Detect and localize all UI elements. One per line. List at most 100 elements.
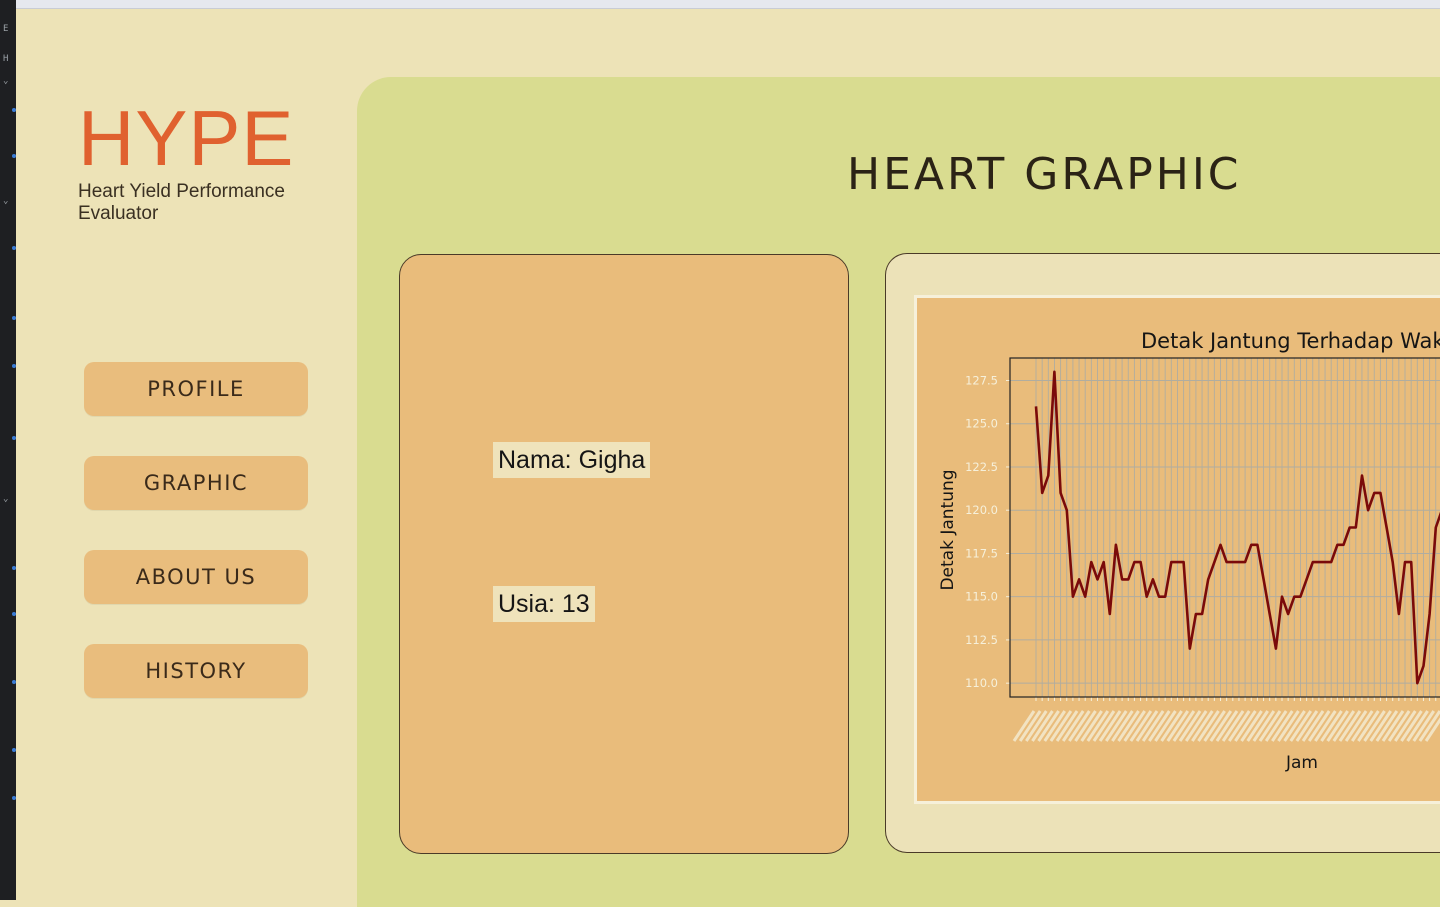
x-tick-label bbox=[1252, 710, 1276, 742]
x-tick-label bbox=[1375, 710, 1399, 742]
x-tick-label bbox=[1123, 710, 1146, 742]
chevron-down-icon: ⌄ bbox=[3, 494, 9, 504]
x-tick-label bbox=[1240, 710, 1263, 742]
x-tick-label bbox=[1031, 710, 1054, 742]
x-tick-label bbox=[1172, 710, 1196, 742]
breakpoint-dot bbox=[12, 680, 16, 684]
editor-side-strip: E H ⌄ ⌄ ⌄ bbox=[0, 0, 16, 900]
breakpoint-dot bbox=[12, 748, 16, 752]
x-tick-label bbox=[1141, 710, 1165, 742]
x-tick-label bbox=[1068, 710, 1091, 742]
x-tick-label bbox=[1129, 710, 1153, 742]
x-tick-label bbox=[1049, 710, 1073, 742]
window-top-bar bbox=[16, 0, 1440, 9]
x-tick-label bbox=[1301, 710, 1325, 742]
x-tick-label bbox=[1400, 710, 1423, 742]
x-tick-label bbox=[1117, 710, 1140, 742]
breakpoint-dot bbox=[12, 364, 16, 368]
app-window: HYPE Heart Yield Performance Evaluator P… bbox=[16, 9, 1440, 907]
x-tick-label bbox=[1369, 710, 1392, 742]
x-tick-label bbox=[1055, 710, 1079, 742]
profile-button[interactable]: PROFILE bbox=[84, 362, 308, 416]
x-tick-label bbox=[1209, 710, 1233, 742]
y-tick-label: 122.5 bbox=[965, 460, 998, 474]
x-tick-label bbox=[1363, 710, 1386, 742]
y-tick-label: 120.0 bbox=[965, 503, 998, 517]
x-tick-label bbox=[1307, 710, 1331, 742]
x-tick-label bbox=[1277, 710, 1300, 742]
x-tick-label bbox=[1258, 710, 1282, 742]
y-tick-label: 110.0 bbox=[965, 676, 998, 690]
y-tick-label: 117.5 bbox=[965, 546, 998, 560]
x-tick-label bbox=[1037, 710, 1060, 742]
x-tick-label bbox=[1018, 710, 1042, 742]
breakpoint-dot bbox=[12, 612, 16, 616]
x-tick-label bbox=[1215, 710, 1239, 742]
x-tick-label bbox=[1178, 710, 1202, 742]
chart-title: Detak Jantung Terhadap Wak bbox=[1141, 329, 1440, 353]
x-tick-label bbox=[1184, 710, 1208, 742]
x-tick-label bbox=[1264, 710, 1288, 742]
x-tick-label bbox=[1148, 710, 1171, 742]
history-button[interactable]: HISTORY bbox=[84, 644, 308, 698]
x-tick-label bbox=[1283, 710, 1306, 742]
x-tick-label bbox=[1314, 710, 1337, 742]
x-tick-label bbox=[1320, 710, 1343, 742]
x-tick-label bbox=[1080, 710, 1103, 742]
x-tick-label bbox=[1092, 710, 1116, 742]
x-tick-label bbox=[1074, 710, 1097, 742]
breakpoint-dot bbox=[12, 246, 16, 250]
age-label: Usia: 13 bbox=[493, 586, 595, 622]
x-tick-label bbox=[1326, 710, 1349, 742]
x-tick-label bbox=[1203, 710, 1226, 742]
x-tick-label bbox=[1105, 710, 1128, 742]
heart-rate-chart: 110.0 112.5 115.0 117.5 120.0 122.5 125.0 127.5… bbox=[938, 329, 1440, 773]
x-tick-label bbox=[1289, 710, 1312, 742]
x-tick-label bbox=[1406, 710, 1429, 742]
x-tick-label bbox=[1043, 710, 1066, 742]
page-title: HEART GRAPHIC bbox=[847, 149, 1242, 200]
x-tick-label bbox=[1025, 710, 1048, 742]
brand-block: HYPE Heart Yield Performance Evaluator bbox=[78, 99, 308, 225]
x-tick-label bbox=[1197, 710, 1220, 742]
x-tick-label bbox=[1351, 710, 1374, 742]
breakpoint-dot bbox=[12, 108, 16, 112]
x-tick-label bbox=[1357, 710, 1380, 742]
breakpoint-dot bbox=[12, 796, 16, 800]
x-tick-label bbox=[1012, 710, 1036, 742]
x-tick-label bbox=[1234, 710, 1257, 742]
profile-card: Nama: Gigha Usia: 13 bbox=[399, 254, 849, 854]
x-tick-label bbox=[1160, 710, 1183, 742]
x-tick-label bbox=[1166, 710, 1189, 742]
x-tick-label bbox=[1412, 710, 1435, 742]
brand-logo: HYPE bbox=[78, 94, 295, 182]
y-tick-label: 112.5 bbox=[965, 633, 998, 647]
x-tick-label bbox=[1338, 710, 1362, 742]
x-tick-label bbox=[1295, 710, 1319, 742]
breakpoint-dot bbox=[12, 154, 16, 158]
x-tick-label bbox=[1246, 710, 1269, 742]
x-tick-label bbox=[1228, 710, 1251, 742]
breakpoint-dot bbox=[12, 436, 16, 440]
graph-card: 110.0 112.5 115.0 117.5 120.0 122.5 125.0 127.5… bbox=[885, 253, 1440, 853]
y-tick-label: 115.0 bbox=[965, 590, 998, 604]
x-tick-label bbox=[1111, 710, 1134, 742]
x-tick-label bbox=[1191, 710, 1214, 742]
plot-border bbox=[1009, 357, 1440, 698]
x-tick-label bbox=[1332, 710, 1356, 742]
about-us-button[interactable]: ABOUT US bbox=[84, 550, 308, 604]
x-tick-label bbox=[1424, 717, 1440, 742]
x-tick-label bbox=[1344, 710, 1368, 742]
x-tick-label bbox=[1154, 710, 1177, 742]
editor-glyph: H bbox=[3, 54, 9, 64]
chevron-down-icon: ⌄ bbox=[3, 196, 9, 206]
x-tick-label bbox=[1271, 710, 1294, 742]
graphic-button[interactable]: GRAPHIC bbox=[84, 456, 308, 510]
breakpoint-dot bbox=[12, 316, 16, 320]
y-axis-label: Detak Jantung bbox=[938, 469, 958, 590]
y-tick-label: 125.0 bbox=[965, 417, 998, 431]
x-tick-label bbox=[1387, 710, 1411, 742]
x-tick-label bbox=[1418, 710, 1440, 742]
name-label: Nama: Gigha bbox=[493, 442, 651, 478]
editor-glyph: E bbox=[3, 24, 9, 34]
